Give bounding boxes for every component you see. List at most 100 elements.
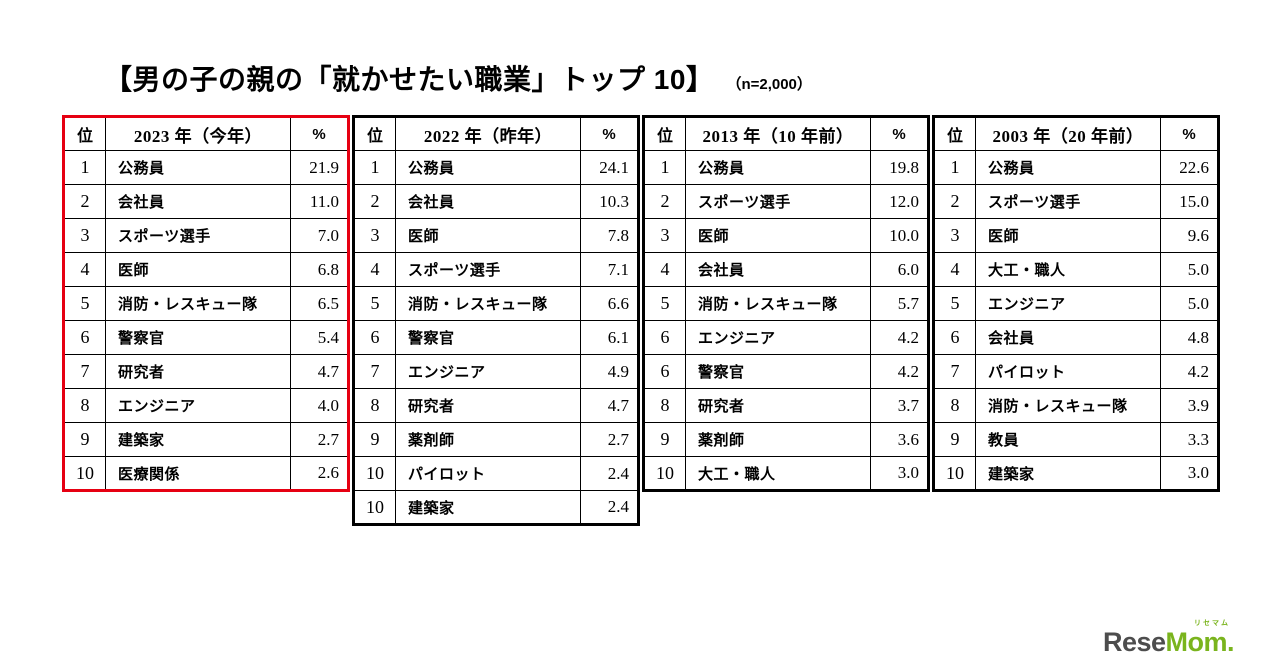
job-cell: 警察官 [395, 320, 581, 355]
logo-text-rese: Rese [1102, 627, 1166, 657]
rank-cell: 9 [933, 422, 976, 457]
ranking-table: 位 2013 年（10 年前） % 1 公務員 19.8 2 スポーツ選手 12.0 3 医師… [642, 115, 930, 492]
rank-cell: 4 [933, 252, 976, 287]
job-cell: 薬剤師 [685, 422, 871, 457]
resemom-logo: リセマム ReseMom. [1102, 620, 1235, 657]
pct-cell: 6.0 [870, 252, 929, 287]
table-row: 10 パイロット 2.4 [353, 456, 639, 491]
title-row: 【男の子の親の「就かせたい職業」トップ 10】 （n=2,000） [104, 58, 812, 98]
table-row: 8 研究者 3.7 [643, 388, 929, 423]
job-cell: 薬剤師 [395, 422, 581, 457]
rank-cell: 6 [353, 320, 396, 355]
table-row: 4 スポーツ選手 7.1 [353, 252, 639, 287]
pct-cell: 4.8 [1160, 320, 1219, 355]
ranking-table: 位 2023 年（今年） % 1 公務員 21.9 2 会社員 11.0 3 スポーツ選手 7.… [62, 115, 350, 492]
pct-cell: 6.6 [580, 286, 639, 321]
rank-cell: 1 [933, 150, 976, 185]
pct-cell: 19.8 [870, 150, 929, 185]
pct-cell: 4.9 [580, 354, 639, 389]
rank-cell: 2 [643, 184, 686, 219]
pct-cell: 4.7 [290, 354, 349, 389]
job-cell: 消防・レスキュー隊 [685, 286, 871, 321]
table-row: 5 エンジニア 5.0 [933, 286, 1219, 321]
rank-cell: 7 [933, 354, 976, 389]
pct-cell: 3.0 [870, 456, 929, 491]
table-row: 3 医師 7.8 [353, 218, 639, 253]
pct-cell: 10.3 [580, 184, 639, 219]
pct-cell: 4.0 [290, 388, 349, 423]
table-row: 9 建築家 2.7 [63, 422, 349, 457]
job-cell: 建築家 [395, 490, 581, 525]
pct-cell: 3.9 [1160, 388, 1219, 423]
pct-cell: 10.0 [870, 218, 929, 253]
header-percent: % [290, 116, 349, 151]
table-header-row: 位 2022 年（昨年） % [353, 116, 639, 151]
rank-cell: 5 [63, 286, 106, 321]
table-header-row: 位 2023 年（今年） % [63, 116, 349, 151]
table-row: 9 教員 3.3 [933, 422, 1219, 457]
pct-cell: 2.4 [580, 456, 639, 491]
job-cell: 会社員 [975, 320, 1161, 355]
table-row: 8 研究者 4.7 [353, 388, 639, 423]
job-cell: エンジニア [685, 320, 871, 355]
table-row: 10 大工・職人 3.0 [643, 456, 929, 491]
table-row: 8 消防・レスキュー隊 3.9 [933, 388, 1219, 423]
page-title: 【男の子の親の「就かせたい職業」トップ 10】 [104, 64, 715, 95]
table-row: 6 警察官 4.2 [643, 354, 929, 389]
rank-cell: 3 [933, 218, 976, 253]
pct-cell: 2.7 [290, 422, 349, 457]
pct-cell: 4.7 [580, 388, 639, 423]
pct-cell: 3.7 [870, 388, 929, 423]
pct-cell: 22.6 [1160, 150, 1219, 185]
header-year: 2023 年（今年） [105, 116, 291, 151]
rank-cell: 5 [353, 286, 396, 321]
table-row: 1 公務員 19.8 [643, 150, 929, 185]
sample-size-note: （n=2,000） [726, 76, 812, 93]
job-cell: スポーツ選手 [685, 184, 871, 219]
job-cell: 会社員 [395, 184, 581, 219]
rank-cell: 9 [353, 422, 396, 457]
rank-cell: 10 [933, 456, 976, 491]
job-cell: 会社員 [105, 184, 291, 219]
header-percent: % [870, 116, 929, 151]
table-row: 1 公務員 24.1 [353, 150, 639, 185]
rank-cell: 10 [353, 490, 396, 525]
job-cell: 警察官 [105, 320, 291, 355]
job-cell: 消防・レスキュー隊 [975, 388, 1161, 423]
rank-cell: 10 [643, 456, 686, 491]
job-cell: 研究者 [105, 354, 291, 389]
table-header-row: 位 2003 年（20 年前） % [933, 116, 1219, 151]
job-cell: 医師 [685, 218, 871, 253]
rank-cell: 7 [353, 354, 396, 389]
ranking-table: 位 2003 年（20 年前） % 1 公務員 22.6 2 スポーツ選手 15.0 3 医師… [932, 115, 1220, 492]
rank-cell: 4 [643, 252, 686, 287]
job-cell: 警察官 [685, 354, 871, 389]
logo-text-mom: Mom. [1165, 627, 1235, 657]
pct-cell: 4.2 [870, 320, 929, 355]
pct-cell: 7.1 [580, 252, 639, 287]
job-cell: 会社員 [685, 252, 871, 287]
rank-cell: 6 [933, 320, 976, 355]
pct-cell: 4.2 [1160, 354, 1219, 389]
job-cell: スポーツ選手 [105, 218, 291, 253]
rank-cell: 3 [353, 218, 396, 253]
job-cell: 医療関係 [105, 456, 291, 491]
job-cell: 公務員 [975, 150, 1161, 185]
header-rank: 位 [63, 116, 106, 151]
pct-cell: 12.0 [870, 184, 929, 219]
table-row: 2 会社員 11.0 [63, 184, 349, 219]
rank-cell: 7 [63, 354, 106, 389]
job-cell: 研究者 [685, 388, 871, 423]
table-row: 1 公務員 21.9 [63, 150, 349, 185]
rank-cell: 6 [643, 320, 686, 355]
table-row: 6 警察官 6.1 [353, 320, 639, 355]
table-row: 6 警察官 5.4 [63, 320, 349, 355]
table-row: 10 医療関係 2.6 [63, 456, 349, 491]
table-row: 6 会社員 4.8 [933, 320, 1219, 355]
pct-cell: 3.0 [1160, 456, 1219, 491]
rank-cell: 2 [933, 184, 976, 219]
table-row: 3 医師 9.6 [933, 218, 1219, 253]
table-row: 7 パイロット 4.2 [933, 354, 1219, 389]
pct-cell: 15.0 [1160, 184, 1219, 219]
table-row: 3 医師 10.0 [643, 218, 929, 253]
